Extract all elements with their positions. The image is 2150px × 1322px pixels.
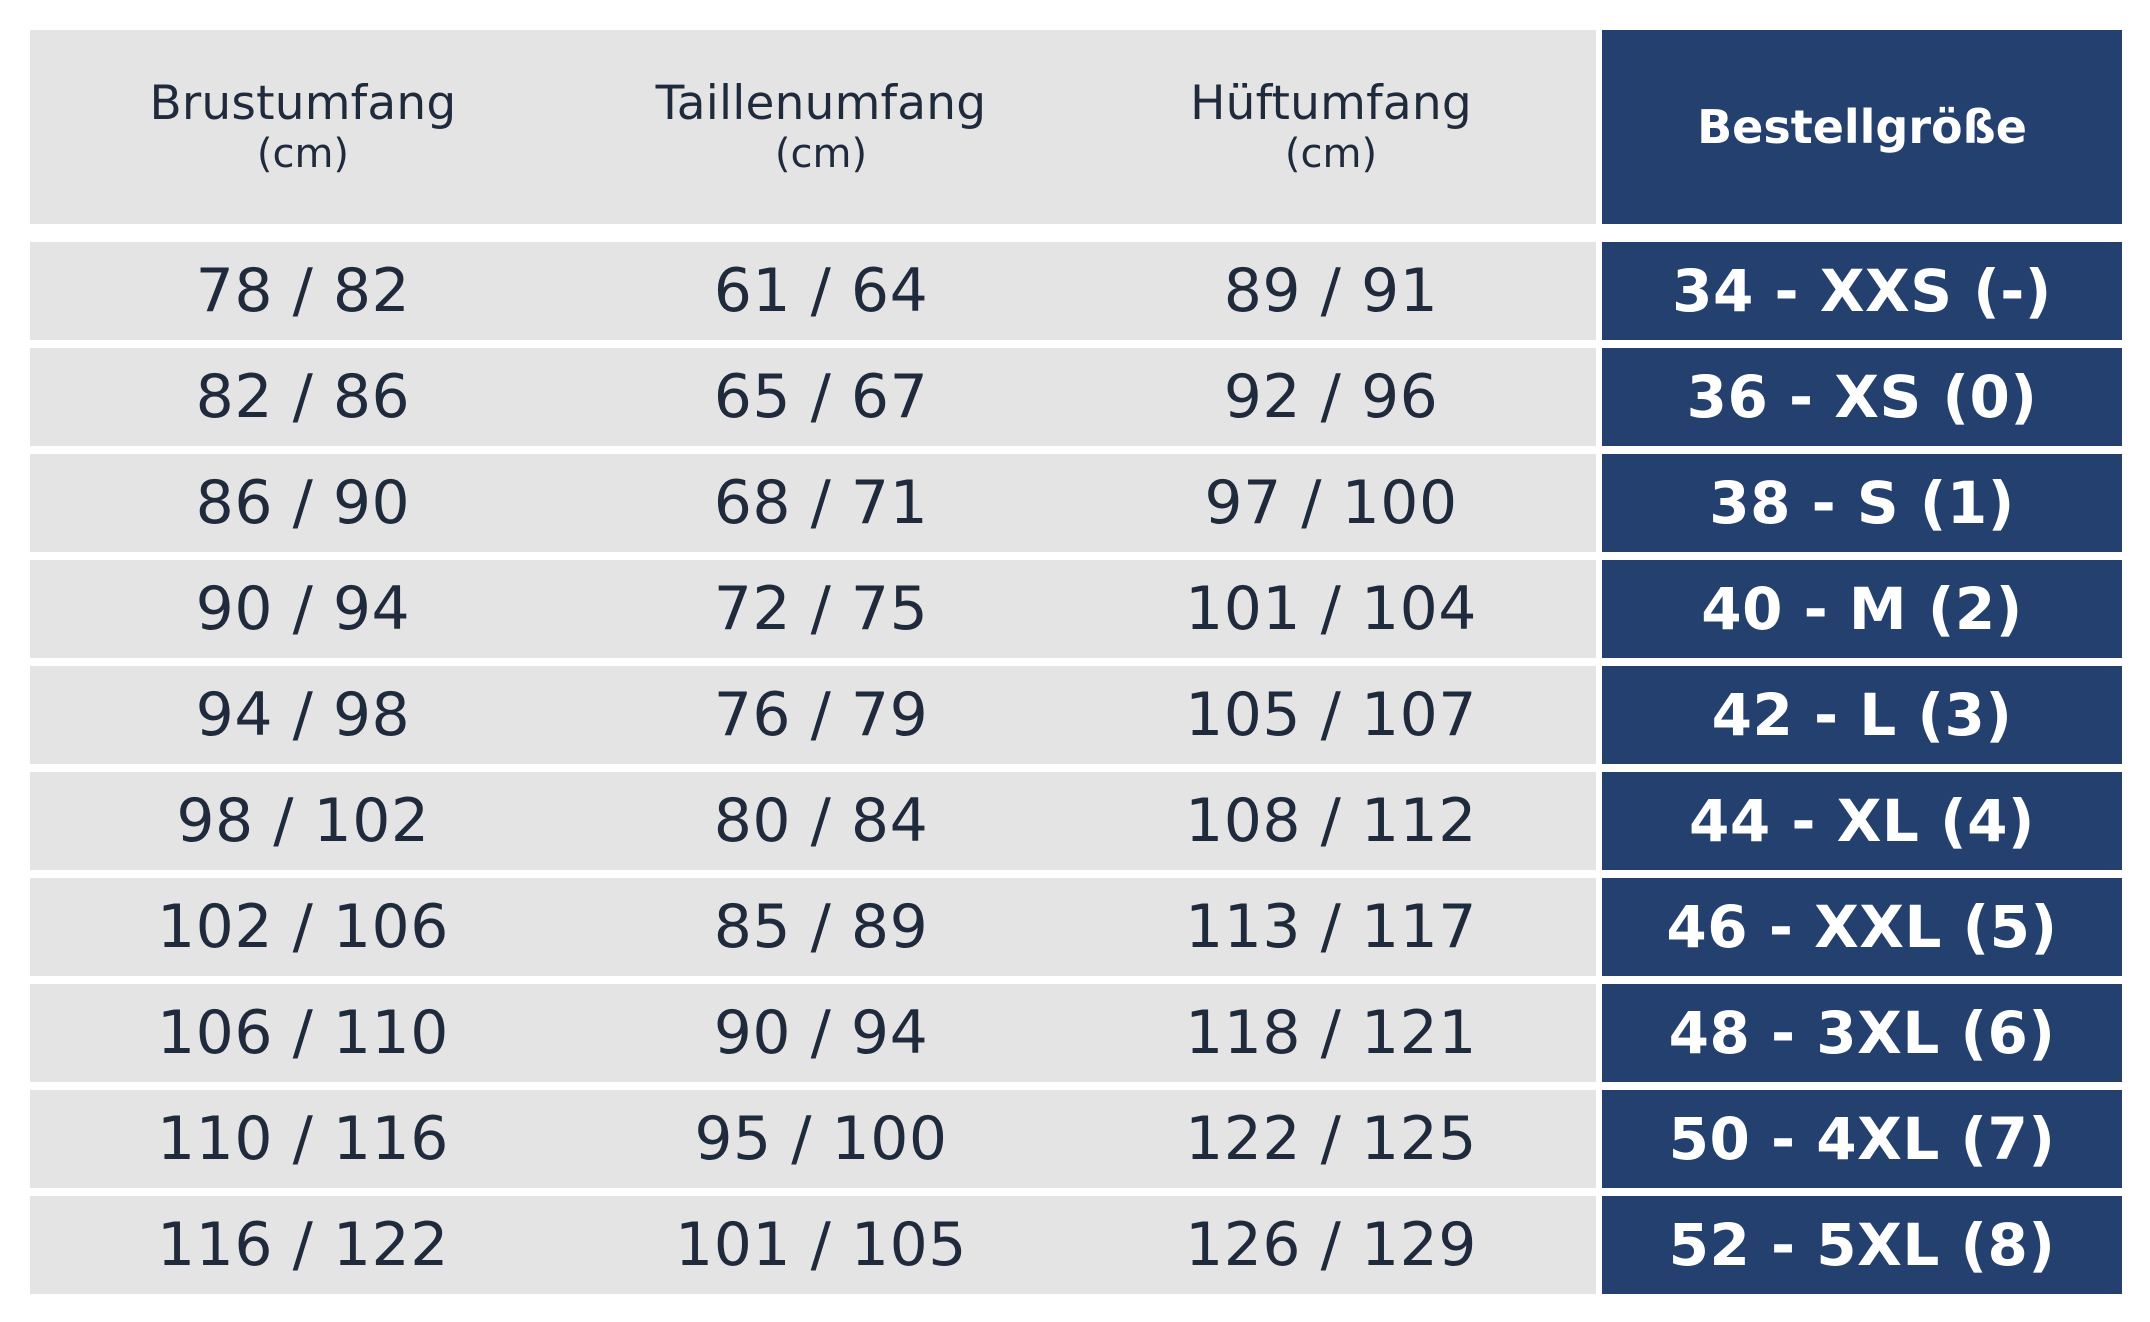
cell-hueftumfang: 89 / 91 — [1223, 256, 1439, 326]
cell-hueftumfang: 108 / 112 — [1185, 786, 1477, 856]
cell-taillenumfang: 80 / 84 — [713, 786, 929, 856]
row-measurements-strip: 98 / 102 80 / 84 108 / 112 — [30, 772, 1596, 870]
cell-hueftumfang: 105 / 107 — [1185, 680, 1477, 750]
header-label: Brustumfang — [149, 75, 457, 131]
table-row: 78 / 82 61 / 64 89 / 91 34 - XXS (-) — [30, 242, 2122, 340]
table-row: 102 / 106 85 / 89 113 / 117 46 - XXL (5) — [30, 878, 2122, 976]
row-measurements-strip: 90 / 94 72 / 75 101 / 104 — [30, 560, 1596, 658]
header-label: Hüftumfang — [1190, 75, 1472, 131]
row-measurements-strip: 94 / 98 76 / 79 105 / 107 — [30, 666, 1596, 764]
row-measurements-strip: 102 / 106 85 / 89 113 / 117 — [30, 878, 1596, 976]
table-row: 98 / 102 80 / 84 108 / 112 44 - XL (4) — [30, 772, 2122, 870]
cell-bestellgroesse: 38 - S (1) — [1602, 454, 2122, 552]
table-row: 90 / 94 72 / 75 101 / 104 40 - M (2) — [30, 560, 2122, 658]
cell-bestellgroesse: 52 - 5XL (8) — [1602, 1196, 2122, 1294]
header-unit: (cm) — [256, 131, 350, 178]
cell-hueftumfang: 118 / 121 — [1185, 998, 1477, 1068]
table-row: 116 / 122 101 / 105 126 / 129 52 - 5XL (8) — [30, 1196, 2122, 1294]
table-row: 106 / 110 90 / 94 118 / 121 48 - 3XL (6) — [30, 984, 2122, 1082]
row-measurements-strip: 86 / 90 68 / 71 97 / 100 — [30, 454, 1596, 552]
cell-hueftumfang: 92 / 96 — [1223, 362, 1439, 432]
cell-bestellgroesse: 42 - L (3) — [1602, 666, 2122, 764]
table-row: 86 / 90 68 / 71 97 / 100 38 - S (1) — [30, 454, 2122, 552]
cell-taillenumfang: 95 / 100 — [694, 1104, 948, 1174]
header-label: Bestellgröße — [1697, 100, 2027, 154]
cell-hueftumfang: 101 / 104 — [1185, 574, 1477, 644]
cell-brustumfang: 110 / 116 — [157, 1104, 449, 1174]
cell-brustumfang: 106 / 110 — [157, 998, 449, 1068]
row-measurements-strip: 82 / 86 65 / 67 92 / 96 — [30, 348, 1596, 446]
header-measurements-strip: Brustumfang (cm) Taillenumfang (cm) Hüft… — [30, 30, 1596, 224]
table-row: 110 / 116 95 / 100 122 / 125 50 - 4XL (7) — [30, 1090, 2122, 1188]
cell-bestellgroesse: 50 - 4XL (7) — [1602, 1090, 2122, 1188]
cell-bestellgroesse: 46 - XXL (5) — [1602, 878, 2122, 976]
table-body: 78 / 82 61 / 64 89 / 91 34 - XXS (-) 82 / 86… — [30, 242, 2122, 1294]
cell-taillenumfang: 72 / 75 — [713, 574, 929, 644]
cell-bestellgroesse: 34 - XXS (-) — [1602, 242, 2122, 340]
cell-taillenumfang: 65 / 67 — [713, 362, 929, 432]
cell-taillenumfang: 61 / 64 — [713, 256, 929, 326]
cell-taillenumfang: 90 / 94 — [713, 998, 929, 1068]
header-hueftumfang: Hüftumfang (cm) — [1066, 30, 1596, 224]
cell-brustumfang: 102 / 106 — [157, 892, 449, 962]
cell-hueftumfang: 126 / 129 — [1185, 1210, 1477, 1280]
table-row: 82 / 86 65 / 67 92 / 96 36 - XS (0) — [30, 348, 2122, 446]
cell-brustumfang: 86 / 90 — [195, 468, 411, 538]
cell-brustumfang: 98 / 102 — [176, 786, 430, 856]
table-row: 94 / 98 76 / 79 105 / 107 42 - L (3) — [30, 666, 2122, 764]
row-measurements-strip: 78 / 82 61 / 64 89 / 91 — [30, 242, 1596, 340]
row-measurements-strip: 110 / 116 95 / 100 122 / 125 — [30, 1090, 1596, 1188]
header-brustumfang: Brustumfang (cm) — [30, 30, 576, 224]
header-label: Taillenumfang — [655, 75, 987, 131]
table-header-row: Brustumfang (cm) Taillenumfang (cm) Hüft… — [30, 30, 2122, 224]
row-measurements-strip: 106 / 110 90 / 94 118 / 121 — [30, 984, 1596, 1082]
cell-brustumfang: 94 / 98 — [195, 680, 411, 750]
header-unit: (cm) — [1284, 131, 1378, 178]
row-measurements-strip: 116 / 122 101 / 105 126 / 129 — [30, 1196, 1596, 1294]
cell-brustumfang: 90 / 94 — [195, 574, 411, 644]
cell-bestellgroesse: 48 - 3XL (6) — [1602, 984, 2122, 1082]
cell-bestellgroesse: 36 - XS (0) — [1602, 348, 2122, 446]
cell-taillenumfang: 101 / 105 — [675, 1210, 967, 1280]
cell-bestellgroesse: 40 - M (2) — [1602, 560, 2122, 658]
header-unit: (cm) — [774, 131, 868, 178]
header-bestellgroesse: Bestellgröße — [1602, 30, 2122, 224]
cell-brustumfang: 82 / 86 — [195, 362, 411, 432]
cell-brustumfang: 116 / 122 — [157, 1210, 449, 1280]
header-taillenumfang: Taillenumfang (cm) — [576, 30, 1066, 224]
cell-taillenumfang: 76 / 79 — [713, 680, 929, 750]
cell-taillenumfang: 68 / 71 — [713, 468, 929, 538]
cell-brustumfang: 78 / 82 — [195, 256, 411, 326]
cell-taillenumfang: 85 / 89 — [713, 892, 929, 962]
cell-bestellgroesse: 44 - XL (4) — [1602, 772, 2122, 870]
cell-hueftumfang: 113 / 117 — [1185, 892, 1477, 962]
size-chart-table: Brustumfang (cm) Taillenumfang (cm) Hüft… — [30, 30, 2122, 1302]
cell-hueftumfang: 97 / 100 — [1204, 468, 1458, 538]
cell-hueftumfang: 122 / 125 — [1185, 1104, 1477, 1174]
